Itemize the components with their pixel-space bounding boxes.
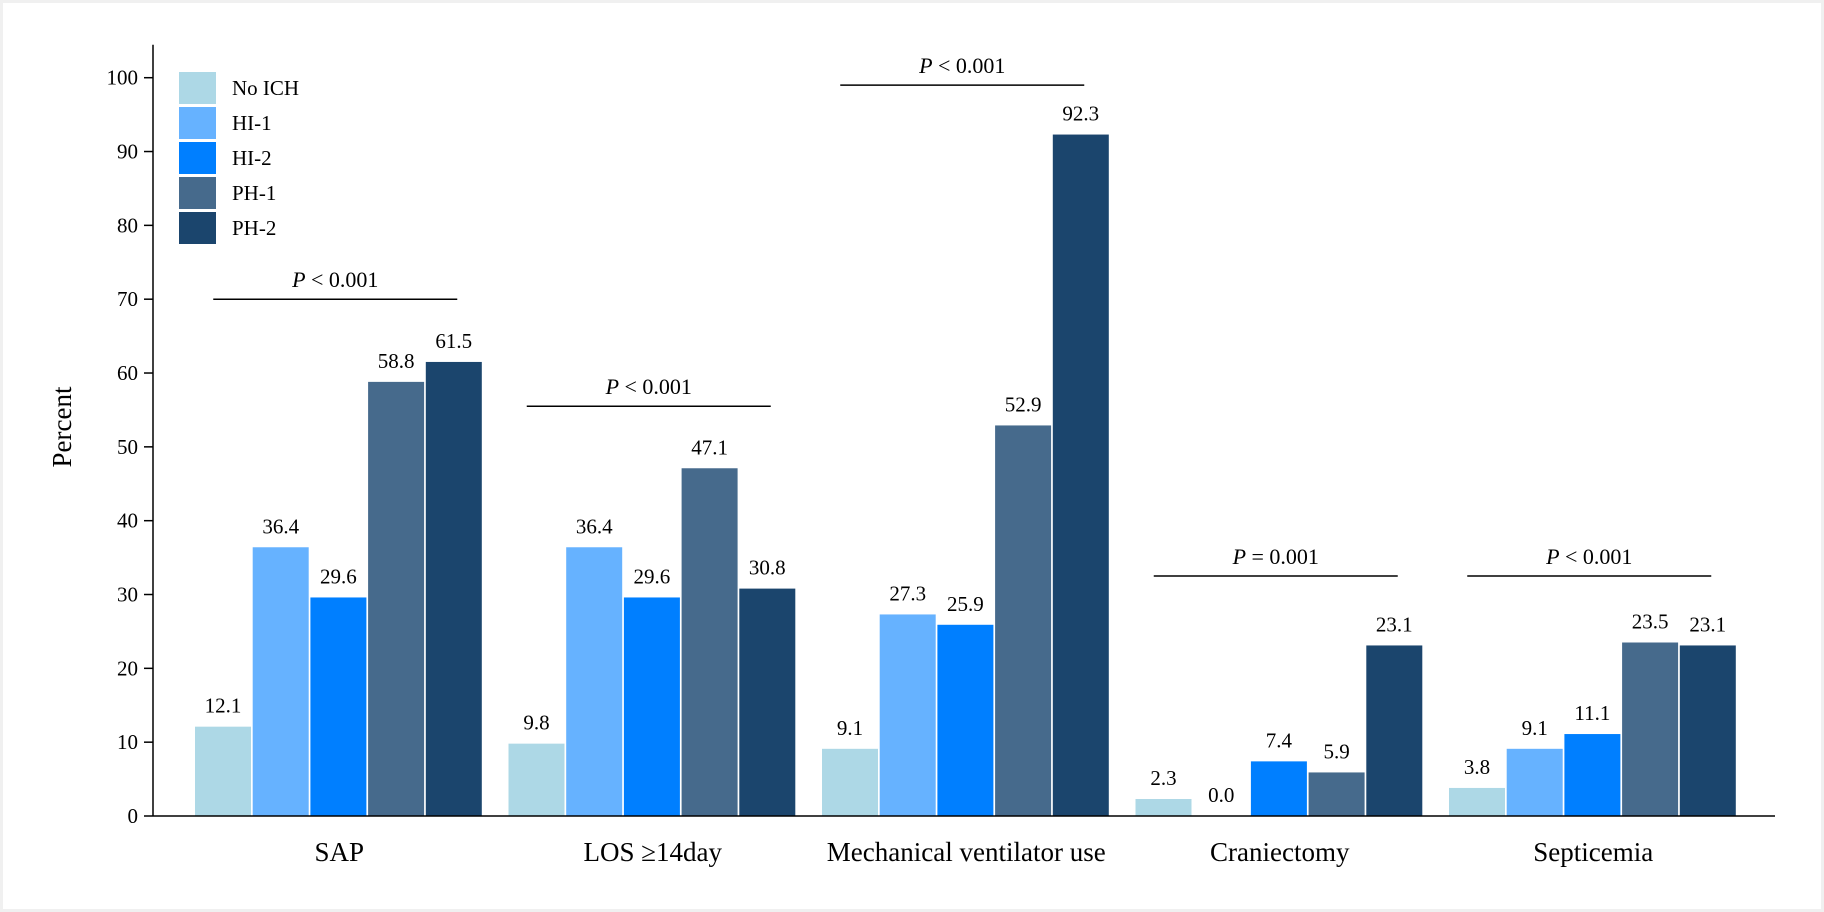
chart-frame: P < 0.001 P < 0.001 P < 0.001 P = 0.001 P < … [3,3,1821,909]
y-tick-label: 60 [117,361,138,385]
bar [995,425,1052,816]
bar [425,361,482,816]
p-value-label: P = 0.001 [1232,544,1319,569]
legend-swatch [179,72,216,104]
p-value-text: = 0.001 [1246,544,1319,569]
bar-value-label: 30.8 [749,556,786,580]
bar-value-label: 9.1 [1522,716,1548,740]
p-value-text: < 0.001 [1560,544,1633,569]
legend-label: PH-1 [232,181,276,205]
bar [681,468,738,816]
p-symbol: P [1545,544,1559,569]
bar [566,547,623,816]
y-tick-label: 50 [117,435,138,459]
bar-value-label: 29.6 [634,564,671,588]
x-category-label: Septicemia [1533,837,1653,867]
legend-swatch [179,107,216,139]
legend-swatch [179,142,216,174]
y-tick-label: 90 [117,140,138,164]
bar-value-label: 58.8 [378,349,415,373]
bar-value-label: 36.4 [262,514,299,538]
y-tick-label: 10 [117,730,138,754]
y-tick-label: 0 [128,804,139,828]
bar [822,748,878,816]
bar-value-label: 25.9 [947,592,984,616]
bar [195,726,251,816]
y-tick-label: 80 [117,213,138,237]
bar [879,614,936,816]
bar-value-label: 9.1 [837,716,863,740]
bar-value-label: 23.1 [1689,612,1726,636]
bar [368,381,425,816]
bar-value-label: 36.4 [576,514,613,538]
bar [937,624,994,816]
bar-value-label: 29.6 [320,564,357,588]
legend-label: HI-1 [232,111,272,135]
bar-value-label: 23.1 [1376,612,1413,636]
axes-layer: 0 10 20 30 40 50 60 70 80 90 100 SAP LOS ≥14day Mecha… [107,44,1775,867]
x-category-label: Craniectomy [1210,837,1350,867]
x-category-label: SAP [314,837,364,867]
bar-value-label: 5.9 [1323,739,1349,763]
bar [739,588,796,816]
legend-label: No ICH [232,76,299,100]
bar-value-label: 9.8 [523,711,549,735]
p-symbol: P [291,267,305,292]
bar-value-label: 61.5 [435,329,472,353]
p-symbol: P [1232,544,1246,569]
p-value-label: P < 0.001 [291,267,378,292]
data-labels-layer: 12.1 9.8 9.1 2.3 3.8 36.4 36.4 27.3 0.0 9.1 29.6 29… [205,102,1727,807]
bar [252,547,309,816]
bar-value-label: 3.8 [1464,755,1490,779]
bar-value-label: 11.1 [1574,701,1610,725]
legend-swatch [179,212,216,244]
p-value-text: < 0.001 [619,374,692,399]
y-tick-label: 100 [107,66,139,90]
p-value-label: P < 0.001 [605,374,692,399]
bar [623,597,680,816]
p-value-label: P < 0.001 [918,53,1005,78]
p-symbol: P [918,53,932,78]
bar [1564,734,1621,816]
y-axis-label: Percent [47,386,77,467]
y-tick-label: 70 [117,287,138,311]
bar-value-label: 23.5 [1632,609,1669,633]
bar-value-label: 2.3 [1150,766,1176,790]
legend-label: PH-2 [232,216,276,240]
p-value-label: P < 0.001 [1545,544,1632,569]
bar-value-label: 12.1 [205,694,242,718]
legend-swatch [179,177,216,209]
bar-value-label: 47.1 [691,435,728,459]
bar [1449,787,1505,816]
bar [1679,645,1736,816]
bar [1250,761,1307,816]
legend-label: HI-2 [232,146,272,170]
y-tick-label: 40 [117,509,138,533]
legend: No ICH HI-1 HI-2 PH-1 PH-2 [179,72,299,244]
bar [1308,772,1365,816]
bar [508,743,565,816]
bar-value-label: 27.3 [889,581,926,605]
p-symbol: P [605,374,619,399]
bar [1135,799,1192,816]
bar [1052,134,1109,817]
bar [310,597,367,816]
bars-layer [195,134,1736,817]
bar [1366,645,1423,816]
bar [1622,642,1679,816]
bar-value-label: 0.0 [1208,783,1234,807]
bar [1506,748,1563,816]
x-category-label: LOS ≥14day [583,837,722,867]
p-value-text: < 0.001 [933,53,1006,78]
bar-value-label: 52.9 [1005,392,1042,416]
p-value-text: < 0.001 [306,267,379,292]
y-tick-label: 20 [117,656,138,680]
bar-value-label: 92.3 [1062,102,1099,126]
x-category-label: Mechanical ventilator use [827,837,1106,867]
bar-value-label: 7.4 [1266,728,1293,752]
y-tick-label: 30 [117,583,138,607]
